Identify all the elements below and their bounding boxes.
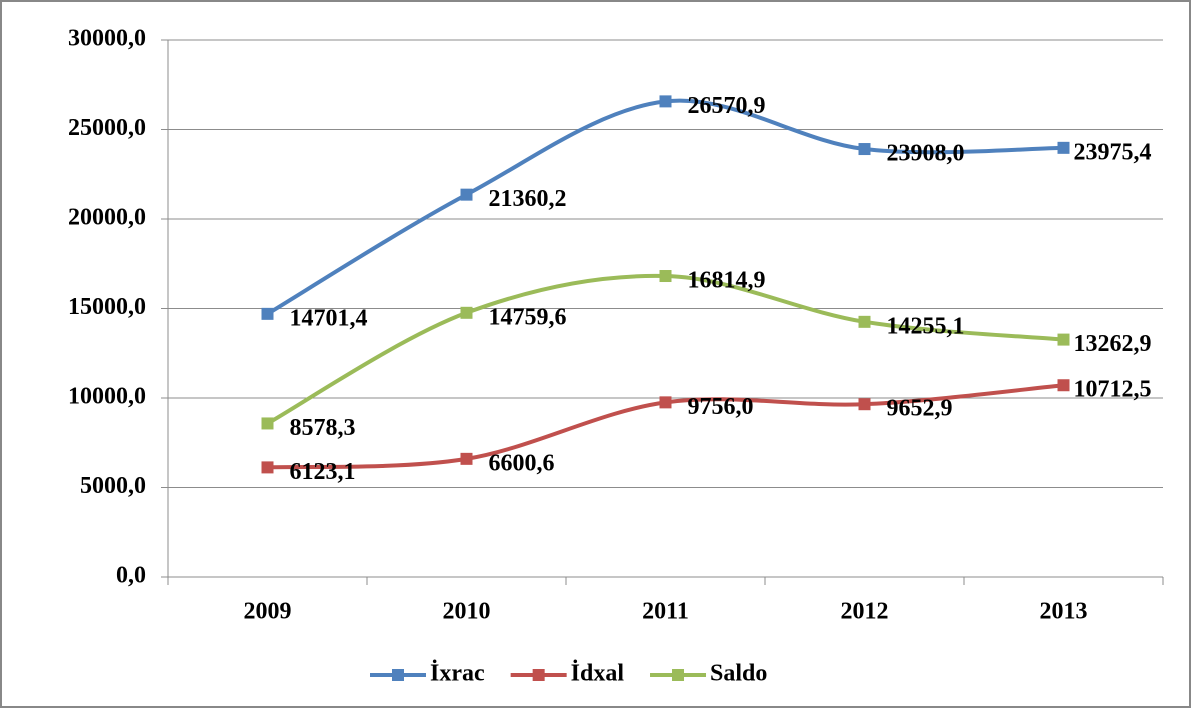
data-label: 13262,9 — [1074, 331, 1152, 357]
y-tick-label: 25000,0 — [68, 115, 146, 141]
data-marker — [659, 270, 672, 283]
data-marker — [659, 95, 672, 108]
legend-label: İxrac — [430, 661, 485, 687]
data-marker — [460, 306, 473, 319]
data-marker — [1057, 379, 1070, 392]
data-label: 21360,2 — [489, 186, 567, 212]
data-marker — [460, 452, 473, 465]
x-tick-label: 2011 — [642, 599, 689, 625]
data-label: 6123,1 — [290, 459, 356, 485]
y-tick-label: 0,0 — [116, 563, 146, 589]
data-marker — [460, 188, 473, 201]
data-marker — [858, 143, 871, 156]
data-marker — [858, 315, 871, 328]
x-tick-label: 2009 — [244, 599, 292, 625]
y-tick-label: 20000,0 — [68, 205, 146, 231]
data-label: 8578,3 — [290, 415, 356, 441]
y-tick-label: 10000,0 — [68, 384, 146, 410]
data-marker — [659, 396, 672, 409]
legend-marker — [532, 669, 545, 681]
data-marker — [1057, 333, 1070, 346]
data-label: 9756,0 — [688, 394, 754, 420]
data-label: 14759,6 — [489, 304, 567, 330]
data-marker — [1057, 141, 1070, 154]
data-label: 23975,4 — [1074, 139, 1152, 165]
x-tick-label: 2013 — [1040, 599, 1088, 625]
y-tick-label: 5000,0 — [80, 473, 146, 499]
data-marker — [858, 398, 871, 411]
y-tick-label: 30000,0 — [68, 26, 146, 52]
data-label: 16814,9 — [688, 268, 766, 294]
data-label: 26570,9 — [688, 93, 766, 119]
legend-label: İdxal — [571, 661, 625, 687]
x-tick-label: 2012 — [841, 599, 889, 625]
data-marker — [261, 417, 274, 430]
legend-marker — [392, 669, 404, 681]
data-label: 6600,6 — [489, 450, 555, 476]
y-tick-label: 15000,0 — [68, 294, 146, 320]
x-tick-label: 2010 — [443, 599, 491, 625]
data-marker — [261, 461, 274, 474]
legend-label: Saldo — [710, 661, 767, 687]
data-label: 14701,4 — [290, 305, 368, 331]
data-marker — [261, 307, 274, 320]
data-label: 9652,9 — [887, 396, 953, 422]
data-label: 10712,5 — [1074, 377, 1152, 403]
data-label: 23908,0 — [887, 141, 965, 167]
legend-marker — [672, 669, 685, 681]
data-label: 14255,1 — [887, 313, 965, 339]
